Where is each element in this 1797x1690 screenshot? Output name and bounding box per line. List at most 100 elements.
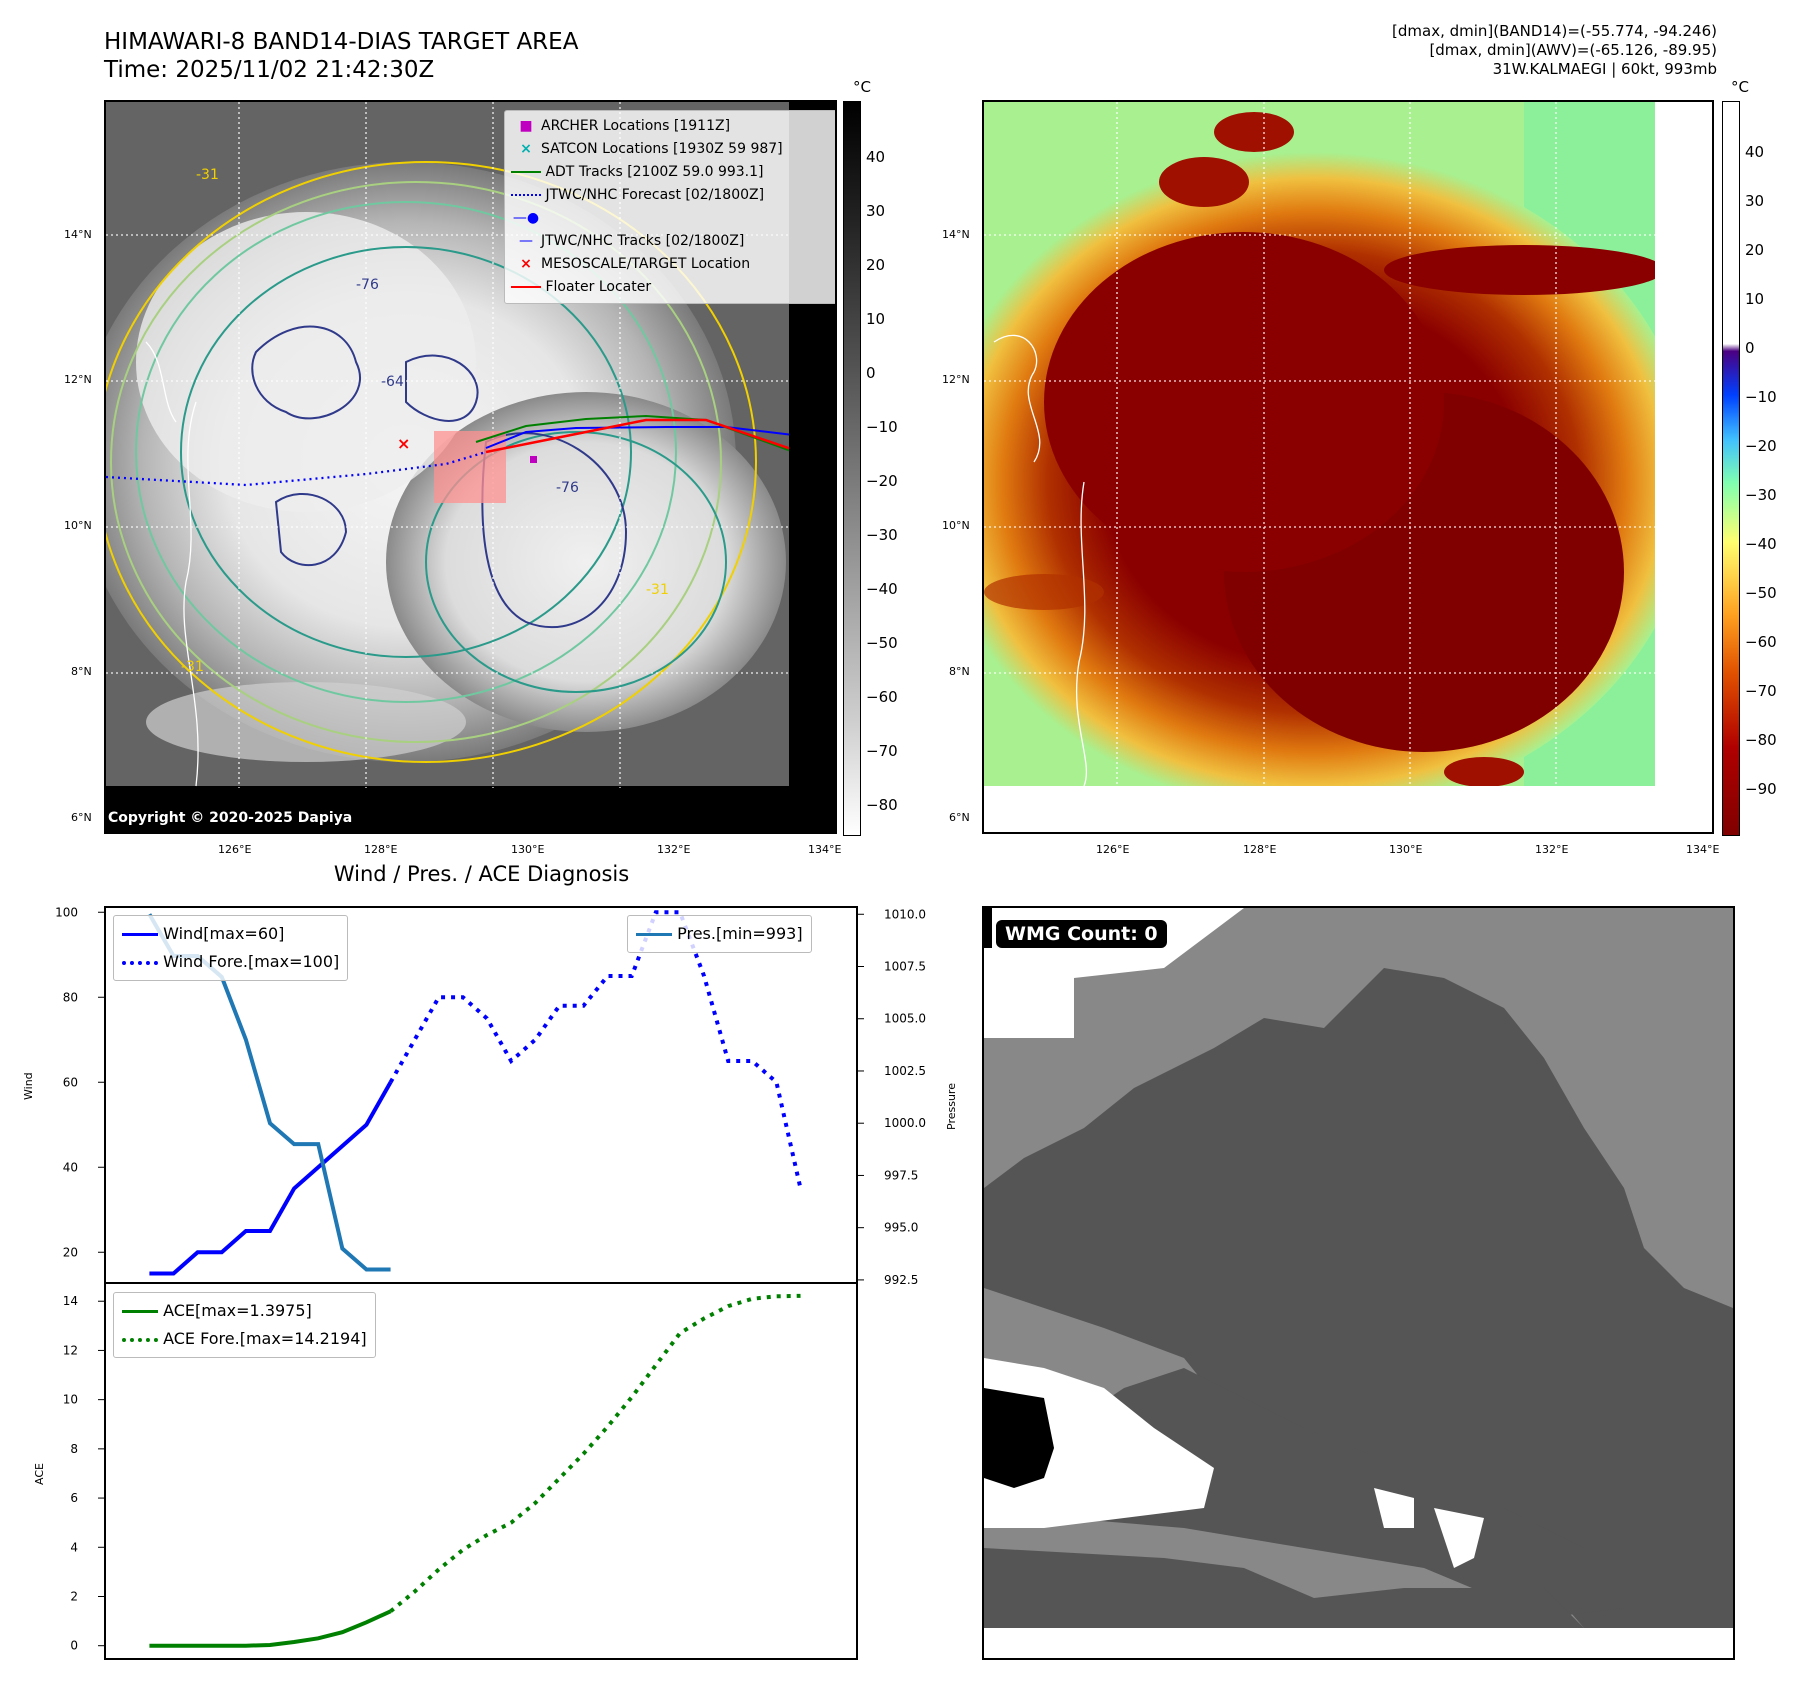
info-line-3: 31W.KALMAEGI | 60kt, 993mb <box>1492 60 1717 78</box>
lon-label: 126°E <box>218 843 252 856</box>
pressure-ytick-label: 1010.0 <box>884 907 926 921</box>
wind-ytick-label: 80 <box>63 990 78 1004</box>
dotted-line-icon <box>511 194 541 196</box>
contour-label: -31 <box>196 167 219 183</box>
pressure-ytick-label: 992.5 <box>884 1273 918 1287</box>
contour-label: -64 <box>381 374 404 390</box>
legend-wind-fore: Wind Fore.[max=100] <box>122 948 339 976</box>
info-line-1: [dmax, dmin](BAND14)=(-55.774, -94.246) <box>1392 22 1717 40</box>
wind-ytick-label: 20 <box>63 1245 78 1259</box>
pressure-ytick-label: 1000.0 <box>884 1116 926 1130</box>
lat-label: 14°N <box>64 228 92 241</box>
lat-label: 12°N <box>942 373 970 386</box>
ace-ytick-label: 14 <box>63 1294 78 1308</box>
colorbar-gray <box>843 101 861 836</box>
lon-label: 128°E <box>1243 843 1277 856</box>
lon-label: 130°E <box>511 843 545 856</box>
lon-label: 130°E <box>1389 843 1423 856</box>
legend-item-adt: ADT Tracks [2100Z 59.0 993.1] <box>511 161 835 184</box>
lon-label: 134°E <box>1686 843 1720 856</box>
lat-label: 12°N <box>64 373 92 386</box>
legend-ace-fore: ACE Fore.[max=14.2194] <box>122 1325 367 1353</box>
solid-line-icon <box>122 933 158 936</box>
contour-label: -31 <box>646 582 669 598</box>
legend-item-tracks: —●— JTWC/NHC Tracks [02/1800Z] <box>511 207 835 253</box>
legend-item-satcon: × SATCON Locations [1930Z 59 987] <box>511 138 835 161</box>
ace-ytick-label: 4 <box>70 1540 78 1554</box>
wmg-canvas <box>984 908 1733 1658</box>
lon-label: 132°E <box>1535 843 1569 856</box>
lon-label: 132°E <box>657 843 691 856</box>
lon-label: 126°E <box>1096 843 1130 856</box>
info-line-2: [dmax, dmin](AWV)=(-65.126, -89.95) <box>1429 41 1717 59</box>
ace-legend: ACE[max=1.3975] ACE Fore.[max=14.2194] <box>113 1292 376 1358</box>
legend-item-forecast: JTWC/NHC Forecast [02/1800Z] <box>511 184 835 207</box>
legend-pressure: Pres.[min=993] <box>636 920 803 948</box>
copyright-text: Copyright © 2020-2025 Dapiya <box>108 810 353 826</box>
storm-info: [dmax, dmin](BAND14)=(-55.774, -94.246) … <box>1392 22 1717 79</box>
dotted-line-icon <box>122 1337 158 1342</box>
x-marker-icon: × <box>520 141 532 157</box>
colorbar-color-unit: °C <box>1731 78 1749 96</box>
legend-item-target: × MESOSCALE/TARGET Location <box>511 253 835 276</box>
line-marker-icon <box>511 286 541 288</box>
wmg-count-badge: WMG Count: 0 <box>996 920 1167 948</box>
ir-color-canvas <box>984 102 1712 832</box>
contour-label: -31 <box>181 659 204 675</box>
figure-title: HIMAWARI-8 BAND14-DIAS TARGET AREA Time:… <box>104 28 578 84</box>
wind-pressure-chart-frame <box>104 906 858 1284</box>
lat-label: 8°N <box>949 665 970 678</box>
legend-ace: ACE[max=1.3975] <box>122 1297 367 1325</box>
lon-label: 134°E <box>808 843 842 856</box>
pressure-ytick-label: 997.5 <box>884 1168 918 1182</box>
ace-ytick-label: 6 <box>70 1491 78 1505</box>
wind-ytick-label: 40 <box>63 1160 78 1174</box>
ir-grayscale-map: × -76 -64 -76 -31 -31 -31 Copyright © 20… <box>104 100 837 834</box>
ace-series-line <box>149 1609 392 1648</box>
ace-ytick-label: 12 <box>63 1343 78 1357</box>
ace-ytick-label: 0 <box>70 1639 78 1653</box>
ace-ytick-label: 10 <box>63 1393 78 1407</box>
lon-label: 128°E <box>364 843 398 856</box>
svg-text:×: × <box>397 434 410 453</box>
diagnosis-title: Wind / Pres. / ACE Diagnosis <box>333 862 630 886</box>
wind-legend: Wind[max=60] Wind Fore.[max=100] <box>113 915 349 981</box>
pressure-ytick-label: 1007.5 <box>884 960 926 974</box>
title-line-2: Time: 2025/11/02 21:42:30Z <box>104 57 435 83</box>
pressure-ytick-label: 1005.0 <box>884 1012 926 1026</box>
solid-line-icon <box>122 1310 158 1313</box>
colorbar-color-ticks: 40 30 20 10 0 −10 −20 −30 −40 −50 −60 −7… <box>1745 143 1777 798</box>
wind-ytick-label: 60 <box>63 1075 78 1089</box>
wmg-panel: WMG Count: 0 <box>982 906 1735 1660</box>
colorbar-gray-ticks: 40 30 20 10 0 −10 −20 −30 −40 −50 −60 −7… <box>866 148 898 814</box>
wind-ytick-label: 100 <box>55 905 78 919</box>
pressure-ytick-label: 995.0 <box>884 1221 918 1235</box>
colorbar-color <box>1722 101 1740 836</box>
legend-wind: Wind[max=60] <box>122 920 339 948</box>
contour-label: -76 <box>356 277 379 293</box>
solid-line-icon <box>636 933 672 936</box>
lat-label: 14°N <box>942 228 970 241</box>
ace-ytick-label: 8 <box>70 1442 78 1456</box>
lat-label: 10°N <box>942 519 970 532</box>
lat-label: 10°N <box>64 519 92 532</box>
lat-label: 6°N <box>71 811 92 824</box>
ace-ytick-label: 2 <box>70 1589 78 1603</box>
line-dot-icon: —●— <box>512 210 540 249</box>
x-marker-icon: × <box>520 256 532 272</box>
dotted-line-icon <box>122 960 158 965</box>
ir-color-map <box>982 100 1714 834</box>
line-marker-icon <box>511 171 541 173</box>
legend-item-floater: Floater Locater <box>511 276 835 299</box>
contour-label: -76 <box>556 480 579 496</box>
ace-chart-frame <box>104 1282 858 1660</box>
legend-item-archer: ■ ARCHER Locations [1911Z] <box>511 115 835 138</box>
title-line-1: HIMAWARI-8 BAND14-DIAS TARGET AREA <box>104 29 579 55</box>
wind-forecast-series-line <box>388 910 803 1189</box>
pressure-ytick-label: 1002.5 <box>884 1064 926 1078</box>
wind-series-line <box>149 1081 393 1276</box>
colorbar-gray-unit: °C <box>853 78 871 96</box>
pressure-legend: Pres.[min=993] <box>627 915 812 953</box>
map-legend: ■ ARCHER Locations [1911Z] × SATCON Locati… <box>504 110 835 304</box>
target-area-box <box>434 431 506 503</box>
